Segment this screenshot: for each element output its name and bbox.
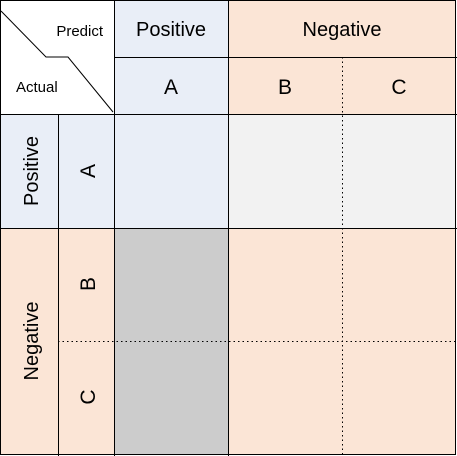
column-group-positive-cell bbox=[114, 1, 228, 57]
row-class-b-label: B bbox=[77, 277, 100, 291]
row-class-a-label: A bbox=[77, 164, 100, 178]
row-group-positive-label: Positive bbox=[21, 136, 43, 206]
row-group-negative-cell bbox=[1, 228, 114, 455]
row-group-negative-label: Negative bbox=[21, 302, 43, 381]
corner-diagonal-divider bbox=[0, 10, 114, 113]
predict-label: Predict bbox=[56, 23, 104, 40]
column-group-negative-label: Negative bbox=[303, 19, 382, 41]
cell-positive-positive bbox=[114, 114, 228, 228]
column-class-a-label: A bbox=[164, 76, 178, 99]
column-group-positive-label: Positive bbox=[136, 19, 206, 41]
row-class-c-label: C bbox=[77, 389, 100, 404]
dotted-grid-lines bbox=[58, 57, 457, 456]
column-class-a-cell bbox=[114, 57, 228, 114]
column-class-b-label: B bbox=[278, 76, 292, 99]
column-class-c-label: C bbox=[391, 76, 406, 99]
actual-label: Actual bbox=[16, 79, 58, 96]
row-group-positive-cell bbox=[1, 114, 114, 228]
